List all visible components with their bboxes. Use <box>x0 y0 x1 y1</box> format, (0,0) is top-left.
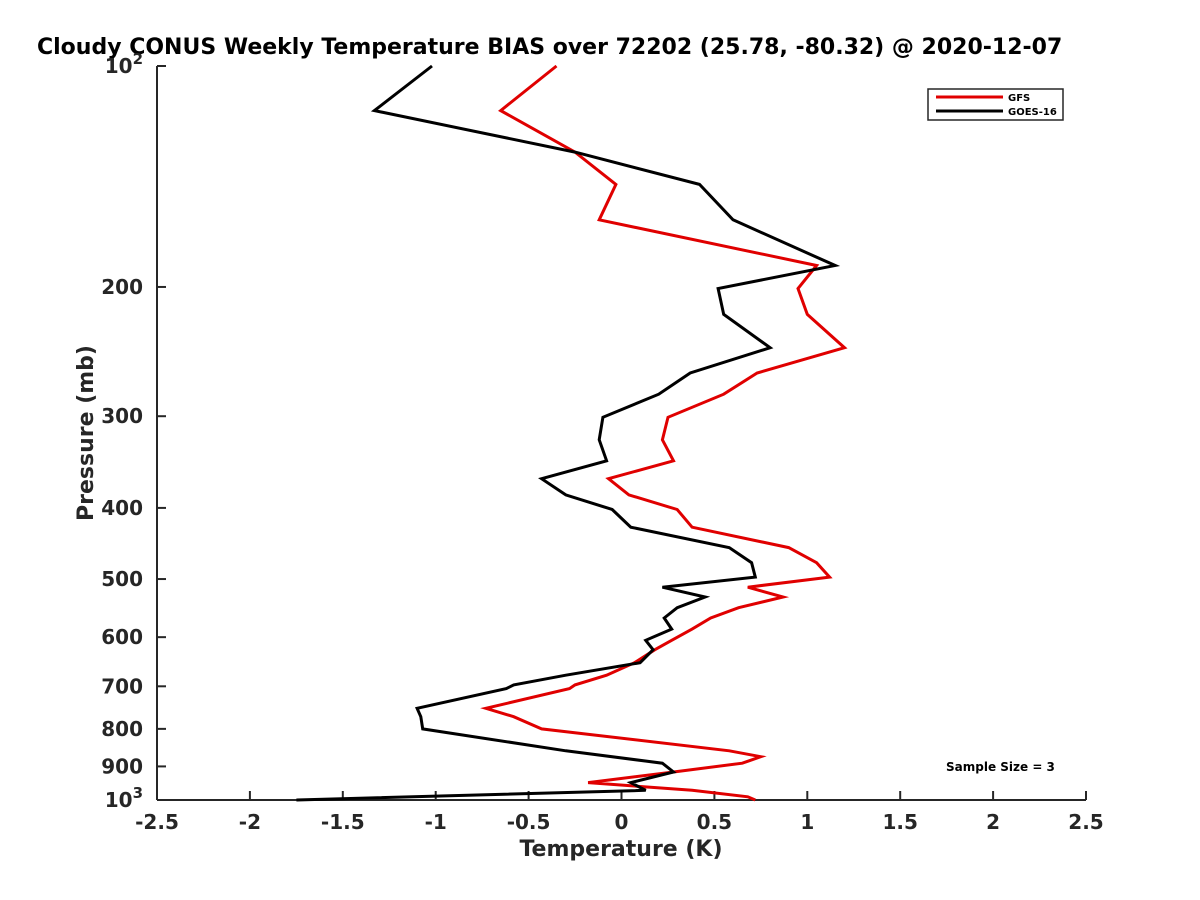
x-tick-label: -2.5 <box>135 810 179 834</box>
axes <box>156 66 1086 801</box>
legend: GFS GOES-16 <box>927 88 1064 121</box>
data-series <box>296 64 848 802</box>
y-tick-label: 900 <box>101 754 143 778</box>
x-tick-label: -1 <box>425 810 447 834</box>
y-tick-label: 600 <box>101 625 143 649</box>
y-tick-label: 500 <box>101 567 143 591</box>
legend-label-goes-16: GOES-16 <box>1008 107 1057 118</box>
y-tick-label: 102 <box>105 50 143 78</box>
x-tick-label: 2.5 <box>1068 810 1103 834</box>
x-axis-ticks: -2.5 -2 -1.5 -1 -0.5 0 0.5 1 1.5 2 2.5 <box>135 791 1104 834</box>
series-line-gfs <box>480 64 848 802</box>
x-axis-label: Temperature (K) <box>519 837 722 862</box>
chart-title: Cloudy CONUS Weekly Temperature BIAS ove… <box>37 35 1062 60</box>
x-tick-label: 1.5 <box>882 810 917 834</box>
x-tick-label: 0.5 <box>697 810 732 834</box>
x-tick-label: -0.5 <box>507 810 551 834</box>
y-tick-label: 200 <box>101 275 143 299</box>
x-tick-label: 1 <box>800 810 814 834</box>
y-axis-ticks: 102 200 300 400 500 600 700 800 900 103 <box>101 50 166 812</box>
x-tick-label: 0 <box>615 810 629 834</box>
y-tick-label: 300 <box>101 404 143 428</box>
x-tick-label: -1.5 <box>321 810 365 834</box>
y-tick-label: 800 <box>101 717 143 741</box>
y-tick-label: 103 <box>105 784 143 812</box>
y-tick-label: 700 <box>101 674 143 698</box>
legend-label-gfs: GFS <box>1008 93 1030 104</box>
y-axis-label: Pressure (mb) <box>74 345 99 521</box>
x-tick-label: 2 <box>986 810 1000 834</box>
sample-size-annotation: Sample Size = 3 <box>946 760 1055 774</box>
x-tick-label: -2 <box>239 810 261 834</box>
y-tick-label: 400 <box>101 496 143 520</box>
series-line-goes-16 <box>296 64 841 802</box>
legend-box <box>927 88 1064 121</box>
